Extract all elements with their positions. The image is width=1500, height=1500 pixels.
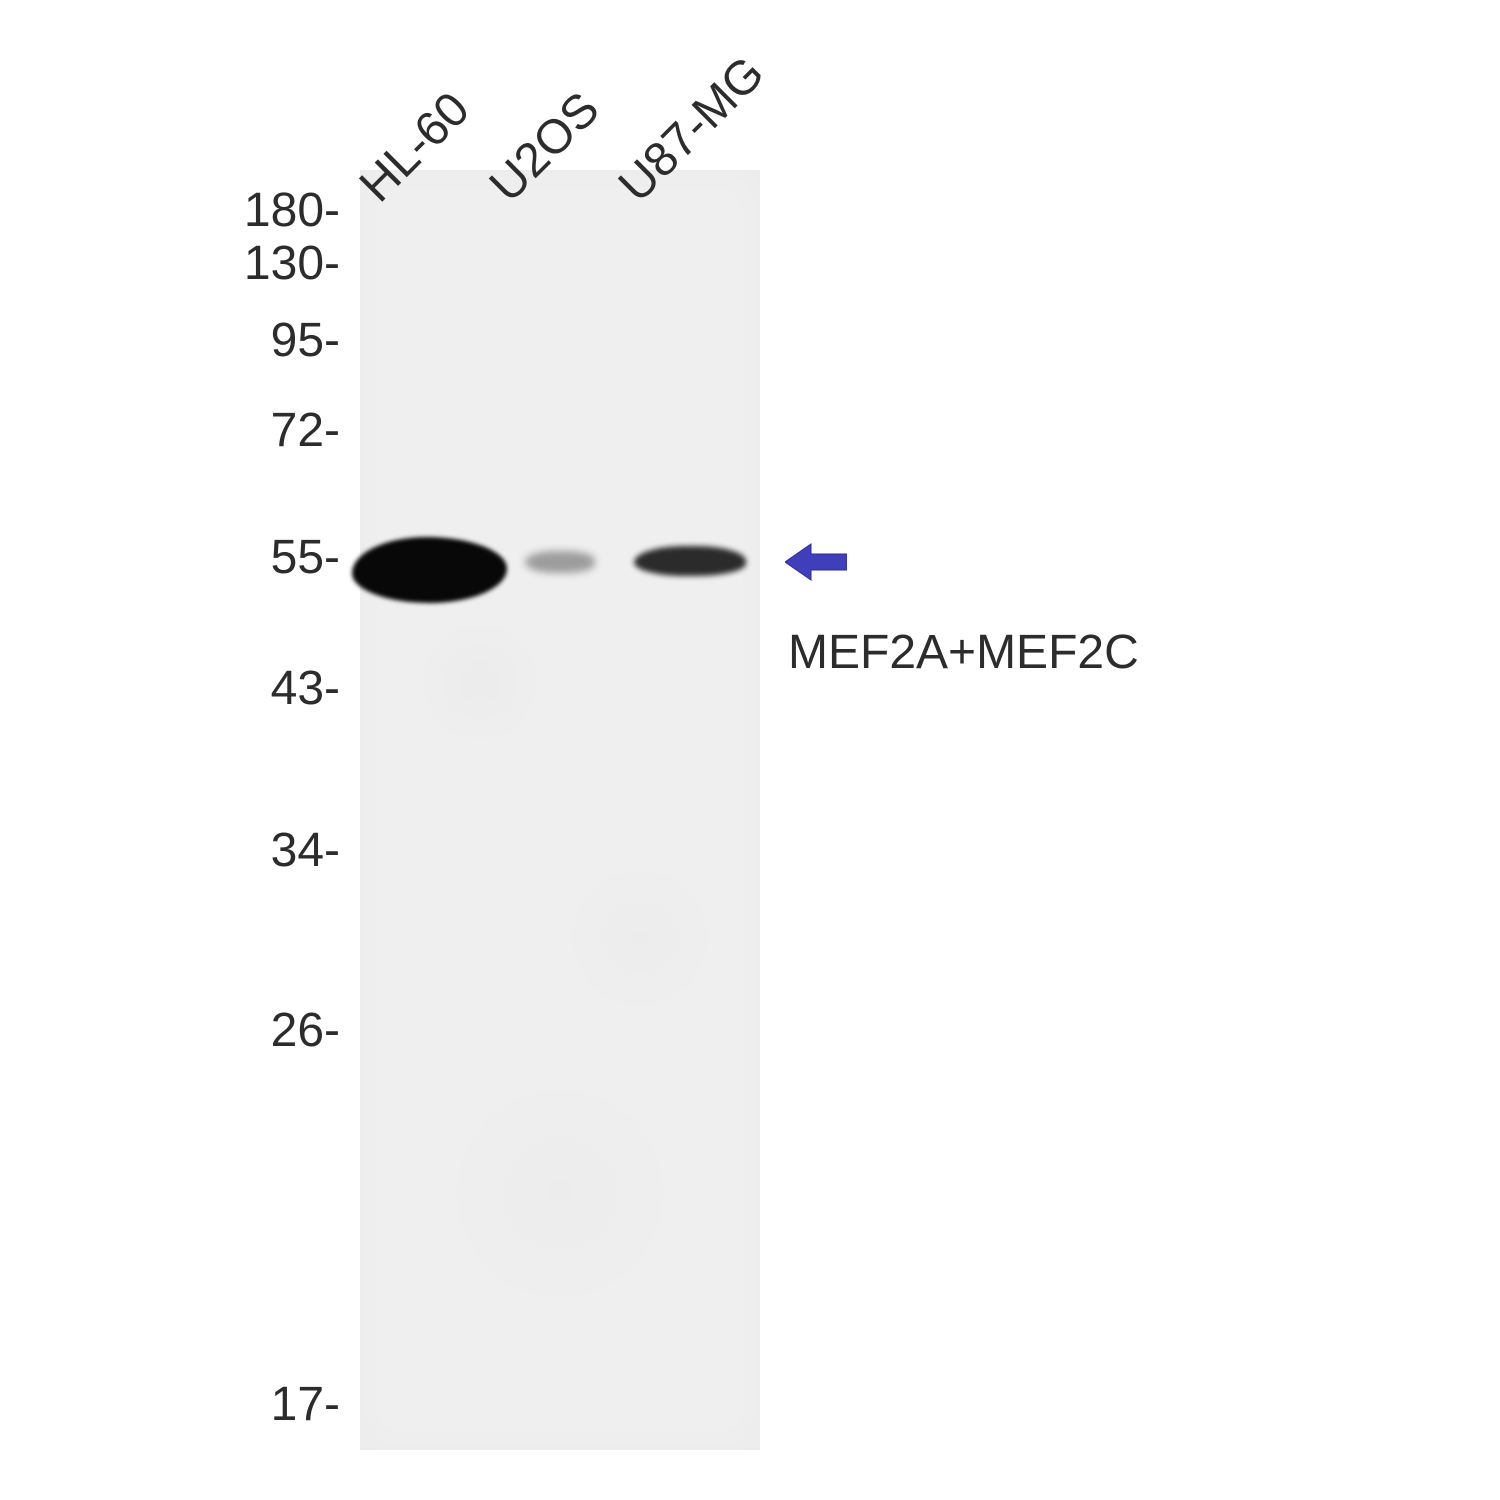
- marker-130: 130-: [244, 236, 340, 291]
- marker-43: 43-: [271, 661, 340, 716]
- marker-95: 95-: [271, 313, 340, 368]
- marker-26: 26-: [271, 1003, 340, 1058]
- band-lane3: [634, 546, 746, 576]
- band-lane1: [352, 537, 507, 603]
- marker-55: 55-: [271, 530, 340, 585]
- annotation-label-mef2a-mef2c: MEF2A+MEF2C: [788, 625, 1139, 680]
- marker-17: 17-: [271, 1377, 340, 1432]
- blot-membrane: [360, 170, 760, 1450]
- marker-180: 180-: [244, 183, 340, 238]
- marker-34: 34-: [271, 823, 340, 878]
- band-lane2: [525, 551, 595, 573]
- western-blot-figure: HL-60 U2OS U87-MG 180- 130- 95- 72- 55- …: [0, 0, 1500, 1500]
- annotation-arrow-icon: [785, 540, 847, 589]
- marker-72: 72-: [271, 403, 340, 458]
